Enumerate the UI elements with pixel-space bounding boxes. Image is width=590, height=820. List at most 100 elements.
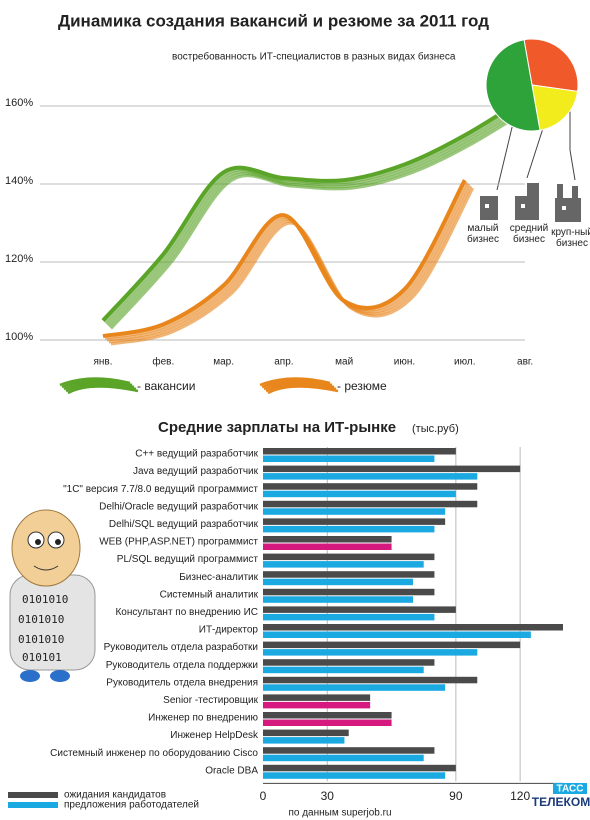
ribbon-shadow — [109, 104, 534, 330]
bar — [263, 508, 446, 515]
pie-slice — [485, 39, 541, 132]
legend-swatch — [261, 379, 333, 389]
bar — [263, 754, 424, 762]
pie-label: малый бизнес — [467, 223, 499, 245]
pie-label: средний бизнес — [510, 223, 548, 245]
x-tick-label: июн. — [394, 357, 415, 368]
bar — [263, 543, 392, 550]
category-label: Руководитель отдела внедрения — [106, 677, 258, 688]
y-tick-label: 160% — [5, 97, 33, 109]
pie-label: круп-ный бизнес — [551, 227, 590, 249]
logo-text: ТАСС — [557, 784, 584, 795]
legend-swatch — [61, 379, 133, 389]
source: по данным superjob.ru — [288, 808, 391, 819]
x-tick-label: 30 — [321, 789, 335, 803]
bar — [263, 676, 478, 684]
category-label: Oracle DBA — [205, 765, 258, 776]
x-tick-label: июл. — [454, 357, 475, 368]
bar — [263, 500, 478, 508]
bar — [263, 666, 424, 674]
bar — [263, 561, 424, 568]
bar — [263, 571, 435, 578]
pie-slice — [523, 38, 579, 92]
bar — [263, 659, 435, 666]
bar — [263, 764, 456, 772]
legend-label: предложения работодателей — [64, 799, 199, 811]
category-label: C++ ведущий разработчик — [135, 448, 258, 460]
bar — [263, 684, 446, 691]
category-label: Системный инженер по оборудованию Cisco — [50, 747, 258, 759]
legend-label: - резюме — [337, 379, 387, 393]
mascot: 0101010 0101010 0101010 010101 — [9, 509, 96, 682]
bar — [263, 536, 392, 543]
x-tick-label: 90 — [449, 789, 463, 803]
series-line — [101, 96, 527, 322]
y-tick-label: 120% — [5, 253, 33, 265]
bar — [263, 553, 435, 561]
category-label: Руководитель отдела разработки — [104, 641, 258, 653]
bar — [263, 596, 413, 603]
category-label: ИТ-директор — [199, 625, 259, 636]
category-label: "1С" версия 7.7/8.0 ведущий программист — [63, 484, 258, 495]
category-label: Системный аналитик — [160, 589, 259, 600]
x-tick-label: фев. — [152, 356, 174, 368]
bar — [263, 712, 392, 719]
legend-swatch — [63, 381, 135, 391]
connectors — [496, 110, 576, 191]
category-label: Java ведущий разработчик — [133, 465, 259, 477]
category-label: Senior -тестировщик — [163, 695, 258, 706]
bar — [263, 578, 413, 586]
logo-box — [553, 783, 587, 794]
bar — [263, 701, 371, 709]
legend-swatch — [259, 377, 331, 387]
bar — [263, 631, 531, 638]
bar — [263, 747, 435, 754]
category-label: Delhi/Oracle ведущий разработчик — [99, 500, 259, 512]
legend-swatch — [65, 383, 137, 393]
legend-swatch — [265, 383, 337, 393]
bar-title: Средние зарплаты на ИТ-рынке — [158, 419, 396, 436]
bar — [263, 694, 371, 701]
bar — [263, 448, 456, 455]
category-label: Инженер по внедрению — [148, 713, 258, 724]
pie-slice — [531, 84, 579, 131]
bar — [263, 624, 563, 631]
bar — [263, 483, 478, 490]
buildings — [480, 183, 581, 222]
category-label: PL/SQL ведущий программист — [117, 554, 259, 565]
logo-text: ТЕЛЕКОМ — [532, 795, 590, 809]
bar — [263, 606, 456, 613]
ribbon-shadow — [105, 100, 530, 326]
svg-text:0101010: 0101010 — [18, 613, 64, 626]
bar — [263, 719, 392, 726]
x-tick-label: 0 — [260, 789, 267, 803]
legend-label: - вакансии — [137, 379, 195, 393]
bar — [263, 613, 435, 621]
category-label: Инженер HelpDesk — [170, 730, 259, 741]
category-label: Руководитель отдела поддержки — [106, 660, 258, 671]
bar — [263, 455, 435, 462]
category-label: Консультант по внедрению ИС — [115, 607, 258, 618]
bar — [263, 729, 349, 737]
legend-swatch — [8, 792, 58, 798]
category-label: Бизнес-аналитик — [179, 572, 258, 583]
svg-text:0101010: 0101010 — [18, 633, 64, 646]
y-tick-label: 100% — [5, 331, 33, 343]
category-label: Delhi/SQL ведущий разработчик — [109, 518, 259, 530]
x-tick-label: апр. — [274, 357, 293, 368]
legend-swatch — [67, 385, 139, 395]
svg-text:0101010: 0101010 — [22, 593, 68, 606]
chart-title: Динамика создания вакансий и резюме за 2… — [58, 11, 489, 30]
bar — [263, 518, 446, 525]
bar — [263, 737, 345, 744]
x-tick-label: янв. — [93, 357, 112, 368]
bar — [263, 465, 521, 473]
bar — [263, 473, 478, 480]
x-tick-label: май — [335, 357, 353, 368]
category-label: WEB (PHP,ASP.NET) программист — [99, 537, 258, 548]
legend-swatch — [263, 381, 335, 391]
y-tick-label: 140% — [5, 175, 33, 187]
bar — [263, 772, 446, 779]
series-line — [102, 179, 467, 339]
